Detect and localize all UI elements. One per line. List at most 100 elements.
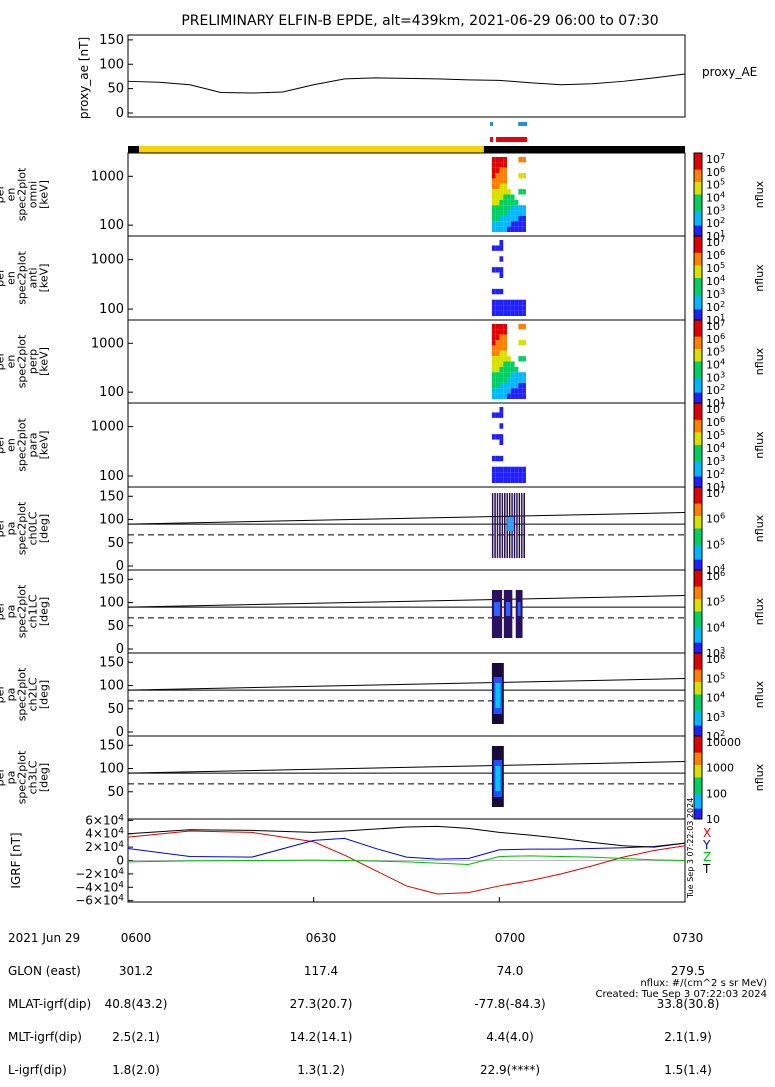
spectrogram-cell xyxy=(499,173,504,179)
footer-mlat: 40.8(43.2) xyxy=(104,997,168,1011)
spectrogram-cell xyxy=(499,226,504,232)
spectrogram-cell xyxy=(507,361,511,367)
spectrogram-cell xyxy=(495,472,500,478)
y-tick-label: 1000 xyxy=(91,253,124,268)
spectrogram-cell xyxy=(491,334,496,341)
spectrogram-cell xyxy=(491,299,496,306)
colorbar-segment xyxy=(694,153,702,156)
colorbar-segment xyxy=(694,679,702,683)
loss-cone-line xyxy=(127,595,686,608)
spectrogram-cell xyxy=(518,356,523,362)
colorbar-segment xyxy=(694,576,702,579)
spectrogram-cell xyxy=(503,299,508,306)
colorbar-segment xyxy=(694,403,702,406)
spectrogram-cell xyxy=(491,329,496,335)
spectrogram-cell xyxy=(514,205,519,211)
y-tick-label: 100 xyxy=(99,762,124,777)
spectrogram-cell xyxy=(499,221,504,227)
colorbar-segment xyxy=(694,663,702,666)
colorbar-segment xyxy=(694,204,702,208)
colorbar-frame xyxy=(693,735,703,820)
spectrogram-cell xyxy=(521,493,523,558)
spectrogram-cell xyxy=(499,162,504,168)
spectrogram-cell xyxy=(507,466,511,473)
spectrogram-cell xyxy=(491,455,496,462)
spectrogram-cell xyxy=(499,199,504,206)
footer-column-0600: 0600 301.2 40.8(43.2) 2.5(2.1) 1.8(2.0) xyxy=(96,911,176,1087)
colorbar-segment xyxy=(694,434,702,438)
colorbar-segment xyxy=(694,301,702,304)
colorbar-segment xyxy=(694,480,702,484)
spectrogram-cell xyxy=(510,194,515,200)
colorbar-segment xyxy=(694,417,702,421)
spectrogram-cell xyxy=(507,356,511,362)
colorbar-segment xyxy=(694,468,702,471)
spectrogram-cell xyxy=(495,434,500,440)
colorbar-tick-label: 105 xyxy=(706,344,725,359)
colorbar-segment xyxy=(694,733,702,737)
colorbar-segment xyxy=(694,682,702,685)
y-tick-label: 0 xyxy=(116,725,124,740)
colorbar-segment xyxy=(694,390,702,394)
colorbar-segment xyxy=(694,731,702,735)
spectrogram-cell xyxy=(495,162,500,168)
spectrogram-cell xyxy=(510,205,515,211)
spectrogram-cell xyxy=(514,388,519,394)
colorbar-segment xyxy=(694,675,702,679)
colorbar-tick-label: 101 xyxy=(706,479,725,494)
colorbar-segment xyxy=(694,646,702,650)
colorbar-segment xyxy=(694,155,702,158)
igrf-series-y xyxy=(127,837,686,860)
spectrogram-cell xyxy=(503,356,508,362)
igrf-legend-t: T xyxy=(702,862,711,876)
colorbar-segment xyxy=(694,440,702,444)
spectrogram-cell xyxy=(491,472,496,478)
colorbar-segment xyxy=(694,723,702,727)
colorbar-segment xyxy=(694,271,702,275)
colorbar-segment xyxy=(694,396,702,400)
colorbar-segment xyxy=(694,638,702,642)
colorbar-segment xyxy=(694,582,702,586)
colorbar-tick-label: 106 xyxy=(706,414,725,429)
spectrogram-cell xyxy=(499,439,504,445)
colorbar-segment xyxy=(694,520,702,523)
colorbar-segment xyxy=(694,378,702,381)
loss-cone-line xyxy=(127,512,686,525)
colorbar-segment xyxy=(694,311,702,315)
colorbar-segment xyxy=(694,715,702,718)
colorbar-segment xyxy=(694,317,702,321)
spectrogram-cell xyxy=(522,189,526,195)
colorbar-segment xyxy=(694,263,702,266)
colorbar-segment xyxy=(694,781,702,785)
spectrogram-cell xyxy=(518,393,523,399)
spectrogram-cell xyxy=(495,305,500,311)
proxy-ae-tick-label: 100 xyxy=(99,57,124,72)
colorbar-segment xyxy=(694,223,702,227)
y-tick-label: 100 xyxy=(99,513,124,528)
colorbar-segment xyxy=(694,750,702,754)
spectrogram-cell xyxy=(499,167,504,174)
nflux-units-note: nflux: #/(cm^2 s sr MeV) xyxy=(640,978,767,989)
colorbar-segment xyxy=(694,400,702,404)
spectrogram-cell xyxy=(513,493,516,558)
colorbar-segment xyxy=(694,530,702,534)
spectrogram-cell xyxy=(495,221,500,227)
colorbar-segment xyxy=(694,449,702,452)
colorbar-segment xyxy=(694,342,702,346)
elfin-summary-plot: PRELIMINARY ELFIN-B EPDE, alt=439km, 202… xyxy=(0,13,766,908)
colorbar-segment xyxy=(694,428,702,431)
spectrogram-cell xyxy=(514,377,519,383)
spectrogram-cell xyxy=(503,466,508,473)
colorbar-segment xyxy=(694,461,702,465)
spectrogram-cell xyxy=(510,226,515,232)
spectrogram-cell xyxy=(495,388,500,394)
colorbar-segment xyxy=(694,484,702,488)
colorbar-tick-label: 102 xyxy=(706,466,725,481)
spectrogram-cell xyxy=(491,361,496,367)
spectrogram-cell xyxy=(499,329,504,335)
spectrogram-cell xyxy=(503,345,508,351)
igrf-series-t xyxy=(127,825,686,848)
spectrogram-cell xyxy=(491,477,496,483)
colorbar-segment xyxy=(694,179,702,183)
colorbar-segment xyxy=(694,182,702,185)
